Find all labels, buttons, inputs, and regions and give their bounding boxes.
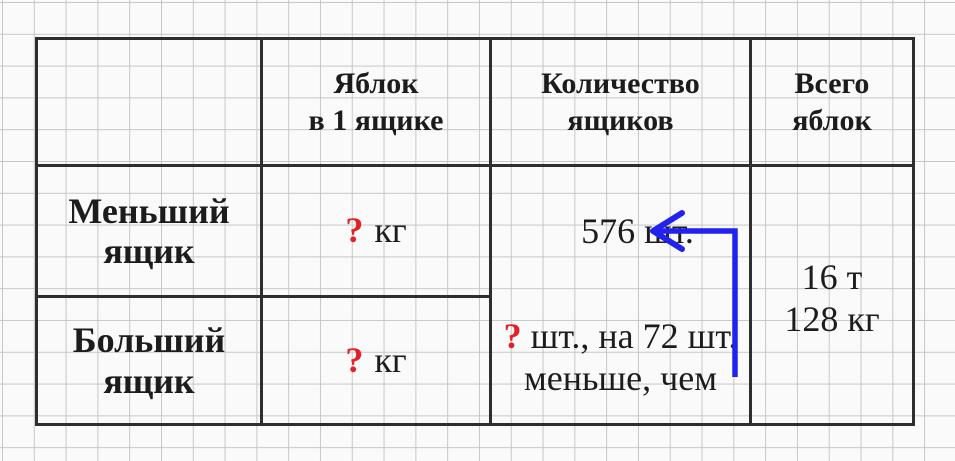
header-apples-per-box-label: Яблок в 1 ящике bbox=[308, 66, 444, 138]
question-mark-bigger-count: ? bbox=[503, 315, 522, 356]
bigger-box-label: Больший ящик bbox=[72, 320, 226, 401]
smaller-mass-unit: кг bbox=[374, 210, 407, 251]
row-label-smaller-box: Меньший ящик bbox=[38, 167, 263, 298]
header-box-count-label: Количество ящиков bbox=[541, 66, 700, 138]
cell-total-apples: 16 т 128 кг bbox=[752, 167, 912, 423]
header-box-count: Количество ящиков bbox=[492, 40, 752, 167]
cell-mass-bigger-box: ? кг bbox=[263, 298, 492, 423]
smaller-box-label: Меньший ящик bbox=[68, 190, 230, 271]
problem-table: Яблок в 1 ящике Количество ящиков Всего … bbox=[35, 37, 915, 426]
total-apples-value: 16 т 128 кг bbox=[784, 257, 880, 339]
box-count-smaller: 576 шт. bbox=[547, 167, 694, 296]
box-count-smaller-value: 576 шт. bbox=[581, 210, 694, 251]
question-mark-smaller-mass: ? bbox=[345, 210, 364, 251]
question-mark-bigger-mass: ? bbox=[345, 339, 364, 380]
box-count-bigger: ? шт., на 72 шт. меньше, чем bbox=[504, 296, 738, 423]
row-label-bigger-box: Больший ящик bbox=[38, 298, 263, 423]
header-total-apples: Всего яблок bbox=[752, 40, 912, 167]
box-count-bigger-text: ? шт., на 72 шт. меньше, чем bbox=[504, 316, 738, 400]
header-apples-per-box: Яблок в 1 ящике bbox=[263, 40, 492, 167]
cell-box-count: 576 шт. ? шт., на 72 шт. меньше, чем bbox=[492, 167, 752, 423]
bigger-mass-unit: кг bbox=[374, 339, 407, 380]
cell-mass-smaller-box: ? кг bbox=[263, 167, 492, 298]
header-total-apples-label: Всего яблок bbox=[792, 66, 872, 138]
box-count-bigger-relation: шт., на 72 шт. меньше, чем bbox=[523, 315, 738, 398]
header-cell-empty bbox=[38, 40, 263, 167]
